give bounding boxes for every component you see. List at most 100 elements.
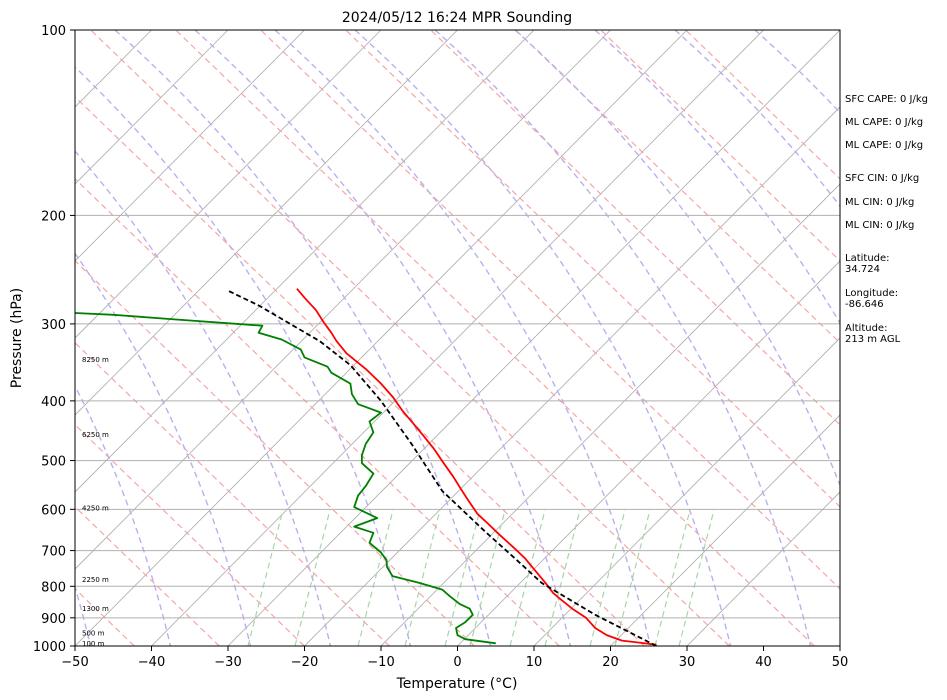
moist-adiabat-line [354,30,732,646]
stat-text: ML CAPE: 0 J/kg [845,140,923,151]
profile-lines [75,288,657,646]
mixing-ratio-line [589,509,626,646]
height-label: 8250 m [82,356,109,364]
y-tick-label: 200 [41,209,66,224]
moist-adiabat-line [75,66,412,646]
isotherm-line [75,30,688,646]
mixing-ratio-line [444,509,481,646]
moist-adiabat-line [274,30,652,646]
x-tick-label: 10 [526,655,543,670]
location-value: 34.724 [845,264,880,275]
x-axis-title: Temperature (°C) [396,676,518,692]
background-guide-lines [75,30,840,646]
isotherm-line [304,106,840,646]
pressure-grid [75,30,840,646]
chart-title: 2024/05/12 16:24 MPR Sounding [342,10,572,26]
moist-adiabat-line [434,30,812,646]
isotherm-line [686,491,840,646]
isotherm-line [610,414,840,646]
moist-adiabat-line [754,30,840,114]
moist-adiabat-line [75,150,332,646]
moist-adiabat-line [75,252,252,646]
mixing-ratio-line [247,509,284,646]
y-axis-ticks: 1000 900 800 700 600 500 400 300 200 100 [33,24,75,655]
height-label: 4250 m [82,505,109,513]
height-label: 500 m [82,629,105,637]
x-tick-label: −20 [291,655,318,670]
x-tick-label: −10 [367,655,394,670]
mixing-ratio-line [469,509,506,646]
y-tick-label: 500 [41,455,66,470]
x-tick-label: 40 [755,655,772,670]
moist-adiabat-line [674,30,840,208]
y-axis-title: Pressure (hPa) [9,288,25,388]
location-label: Altitude: [845,323,887,334]
y-tick-label: 1000 [33,640,66,655]
dry-adiabat-line [259,30,840,590]
isotherm-line [75,30,305,262]
y-tick-label: 400 [41,395,66,410]
x-tick-label: −50 [61,655,88,670]
x-tick-label: 20 [602,655,619,670]
stat-text: SFC CAPE: 0 J/kg [845,94,928,105]
stat-text: SFC CIN: 0 J/kg [845,173,919,184]
isotherm-line [75,30,382,339]
isotherm-line [151,30,764,646]
isotherm-line [75,30,229,185]
x-axis-ticks: −50 −40 −30 −20 −10 0 10 20 30 40 50 [61,646,848,670]
x-tick-label: −30 [214,655,241,670]
height-label: 100 m [82,640,105,648]
location-value: -86.646 [845,299,884,310]
dry-adiabat-line [75,95,646,646]
y-tick-label: 900 [41,612,66,627]
y-tick-label: 300 [41,318,66,333]
height-label: 2250 m [82,576,109,584]
mixing-ratio-line [294,509,331,646]
x-tick-label: 50 [832,655,849,670]
isotherm-line [533,337,840,646]
mixing-ratio-line [509,509,546,646]
stats-panel: SFC CAPE: 0 J/kg ML CAPE: 0 J/kg ML CAPE: … [845,94,928,345]
x-tick-label: −40 [138,655,165,670]
height-label: 1300 m [82,605,109,613]
y-tick-label: 700 [41,545,66,560]
moist-adiabat-line [514,30,840,488]
dry-adiabat-line [89,30,731,646]
dry-adiabat-line [344,30,840,508]
isotherm-line [75,30,611,570]
stat-text: ML CIN: 0 J/kg [845,220,914,231]
x-tick-label: 0 [453,655,461,670]
mixing-ratio-line [544,509,581,646]
height-labels: 100 m 500 m 1300 m 2250 m 4250 m 6250 m 8250 m [82,356,109,648]
height-label: 6250 m [82,431,109,439]
isotherm-line [457,260,840,646]
isotherm-line [227,30,840,646]
mixing-ratio-line [357,509,394,646]
mixing-ratio-line [614,509,651,646]
isotherm-line [380,183,840,646]
series-line-0 [296,288,657,646]
moist-adiabat-line [114,30,492,646]
isotherm-line [75,30,458,416]
mixing-ratio-line [404,509,441,646]
dry-adiabat-line [75,177,561,646]
y-tick-label: 600 [41,503,66,518]
mixing-ratio-line [678,509,715,646]
y-tick-label: 800 [41,580,66,595]
stat-text: ML CAPE: 0 J/kg [845,117,923,128]
moist-adiabat-line [194,30,572,646]
y-tick-label: 100 [41,24,66,39]
moist-adiabat-line [594,30,840,325]
location-label: Longitude: [845,288,898,299]
dry-adiabat-line [75,259,476,646]
location-value: 213 m AGL [845,334,901,345]
location-label: Latitude: [845,253,890,264]
x-tick-label: 30 [679,655,696,670]
series-line-2 [227,289,657,646]
dry-adiabat-line [514,30,840,344]
isotherm-line [75,30,535,493]
mixing-ratio-line [654,509,691,646]
dry-adiabat-line [429,30,840,426]
stat-text: ML CIN: 0 J/kg [845,197,914,208]
